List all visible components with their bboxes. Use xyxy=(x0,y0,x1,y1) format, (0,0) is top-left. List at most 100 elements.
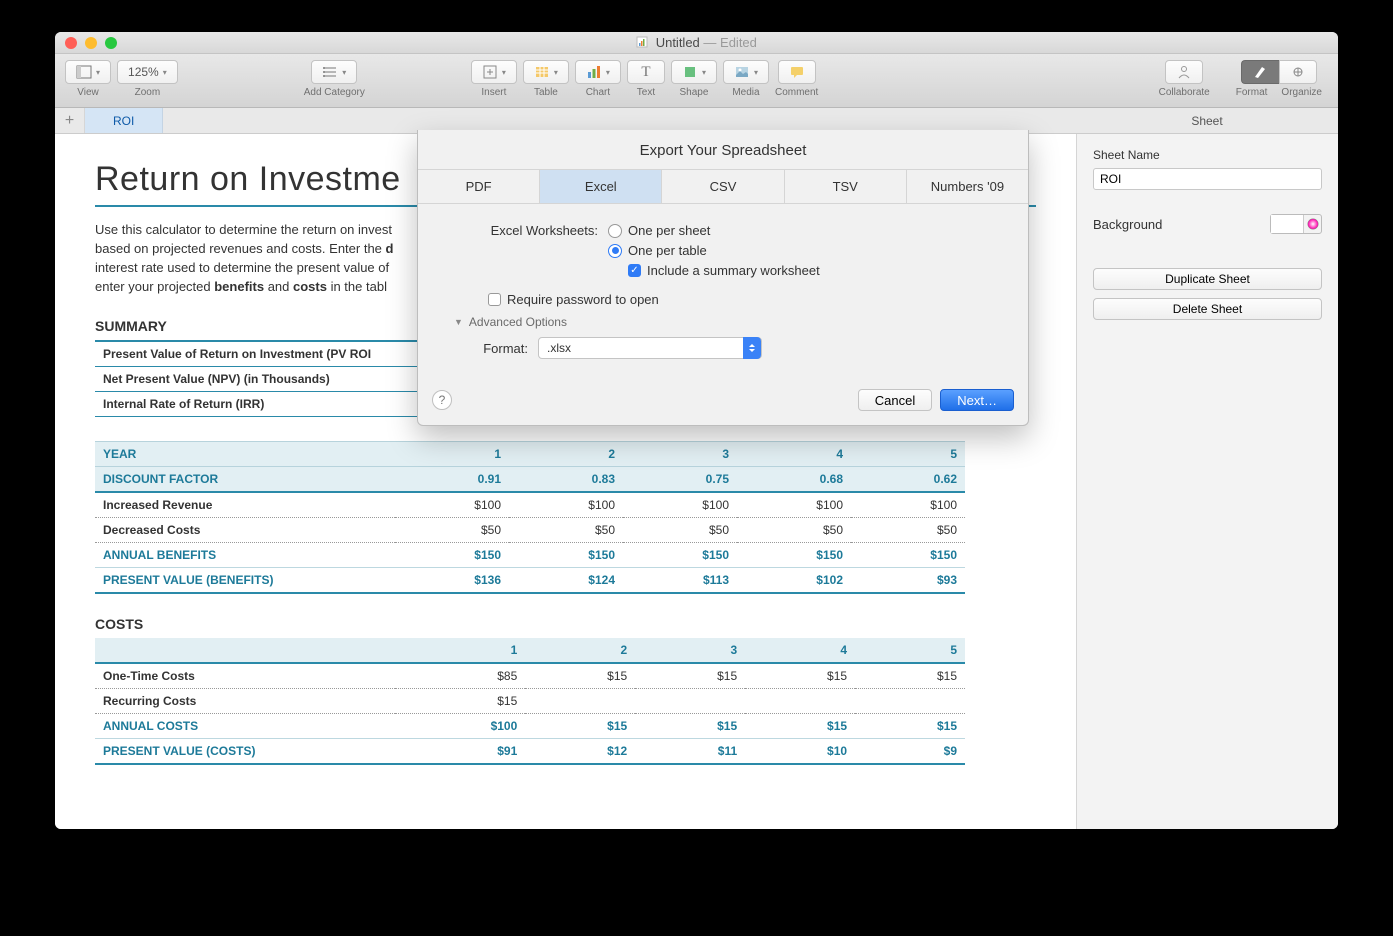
cell[interactable]: $100 xyxy=(395,714,525,739)
table-row[interactable]: ANNUAL COSTS$100$15$15$15$15 xyxy=(95,714,965,739)
format-button[interactable] xyxy=(1241,60,1279,84)
duplicate-sheet-button[interactable]: Duplicate Sheet xyxy=(1093,268,1322,290)
cell[interactable]: $100 xyxy=(509,492,623,518)
comment-button[interactable] xyxy=(778,60,816,84)
row-label: Recurring Costs xyxy=(95,689,395,714)
next-button[interactable]: Next… xyxy=(940,389,1014,411)
insert-button[interactable]: ▾ xyxy=(471,60,517,84)
cell[interactable]: $50 xyxy=(737,518,851,543)
table-row[interactable]: Decreased Costs$50$50$50$50$50 xyxy=(95,518,965,543)
table-row[interactable]: PRESENT VALUE (BENEFITS)$136$124$113$102… xyxy=(95,568,965,594)
cell[interactable]: $100 xyxy=(623,492,737,518)
dialog-title: Export Your Spreadsheet xyxy=(418,130,1028,169)
cell[interactable]: $50 xyxy=(623,518,737,543)
cell[interactable]: $124 xyxy=(509,568,623,594)
zoom-select[interactable]: 125%▾ xyxy=(117,60,178,84)
media-button[interactable]: ▾ xyxy=(723,60,769,84)
inspector-tab[interactable]: Sheet xyxy=(1076,108,1338,134)
cell[interactable]: $150 xyxy=(623,543,737,568)
cell[interactable]: $15 xyxy=(855,663,965,689)
cell[interactable]: $150 xyxy=(851,543,965,568)
organize-button[interactable] xyxy=(1279,60,1317,84)
minimize-window-button[interactable] xyxy=(85,37,97,49)
toolbar: ▾ View 125%▾ Zoom ▾ Add Category ▾ Inser… xyxy=(55,54,1338,108)
cell[interactable]: $50 xyxy=(395,518,509,543)
background-colorwell[interactable] xyxy=(1270,214,1322,234)
format-label: Format xyxy=(1236,87,1268,98)
table-button[interactable]: ▾ xyxy=(523,60,569,84)
tab-numbers09[interactable]: Numbers '09 xyxy=(907,170,1028,203)
table-row[interactable]: PRESENT VALUE (COSTS)$91$12$11$10$9 xyxy=(95,739,965,765)
benefits-table[interactable]: YEAR 12345 DISCOUNT FACTOR 0.910.830.750… xyxy=(95,441,965,594)
cell[interactable]: $15 xyxy=(395,689,525,714)
view-label: View xyxy=(77,87,99,98)
tab-pdf[interactable]: PDF xyxy=(418,170,540,203)
cell[interactable]: $50 xyxy=(851,518,965,543)
cell[interactable]: $15 xyxy=(525,714,635,739)
radio-one-per-table[interactable] xyxy=(608,244,622,258)
colorpicker-icon[interactable] xyxy=(1303,215,1321,233)
cell[interactable]: $15 xyxy=(745,714,855,739)
cell[interactable]: $11 xyxy=(635,739,745,765)
cell[interactable]: $12 xyxy=(525,739,635,765)
cell[interactable]: $102 xyxy=(737,568,851,594)
cell[interactable] xyxy=(525,689,635,714)
cell[interactable] xyxy=(855,689,965,714)
checkbox-summary[interactable]: ✓ xyxy=(628,264,641,277)
shape-button[interactable]: ▾ xyxy=(671,60,717,84)
sheet-tab-roi[interactable]: ROI xyxy=(85,108,163,133)
cell[interactable]: $15 xyxy=(635,663,745,689)
table-row[interactable]: Recurring Costs$15 xyxy=(95,689,965,714)
tab-tsv[interactable]: TSV xyxy=(785,170,907,203)
cancel-button[interactable]: Cancel xyxy=(858,389,932,411)
collaborate-button[interactable] xyxy=(1165,60,1203,84)
close-window-button[interactable] xyxy=(65,37,77,49)
cell[interactable]: $150 xyxy=(395,543,509,568)
zoom-window-button[interactable] xyxy=(105,37,117,49)
cell[interactable]: $15 xyxy=(745,663,855,689)
cell[interactable]: $85 xyxy=(395,663,525,689)
cell[interactable]: $10 xyxy=(745,739,855,765)
tab-excel[interactable]: Excel xyxy=(540,170,662,203)
cell[interactable]: $93 xyxy=(851,568,965,594)
cell[interactable]: $50 xyxy=(509,518,623,543)
delete-sheet-button[interactable]: Delete Sheet xyxy=(1093,298,1322,320)
table-row[interactable]: One-Time Costs$85$15$15$15$15 xyxy=(95,663,965,689)
table-row[interactable]: ANNUAL BENEFITS$150$150$150$150$150 xyxy=(95,543,965,568)
table-row[interactable]: Increased Revenue$100$100$100$100$100 xyxy=(95,492,965,518)
cell[interactable]: $91 xyxy=(395,739,525,765)
cell[interactable]: $100 xyxy=(395,492,509,518)
tab-csv[interactable]: CSV xyxy=(662,170,784,203)
cell[interactable]: $136 xyxy=(395,568,509,594)
checkbox-password[interactable] xyxy=(488,293,501,306)
cell[interactable]: $150 xyxy=(737,543,851,568)
checkbox-password-label: Require password to open xyxy=(507,292,659,307)
radio-one-per-sheet[interactable] xyxy=(608,224,622,238)
help-button[interactable]: ? xyxy=(432,390,452,410)
format-select[interactable]: .xlsx xyxy=(538,337,762,359)
cell[interactable]: $113 xyxy=(623,568,737,594)
chart-label: Chart xyxy=(586,87,610,98)
cell[interactable]: $9 xyxy=(855,739,965,765)
advanced-disclosure[interactable]: Advanced Options xyxy=(454,315,998,329)
cell[interactable]: $150 xyxy=(509,543,623,568)
cell[interactable]: $15 xyxy=(525,663,635,689)
cell[interactable] xyxy=(745,689,855,714)
text-button[interactable]: T xyxy=(627,60,665,84)
window-title: Untitled — Edited xyxy=(55,35,1338,50)
view-button[interactable]: ▾ xyxy=(65,60,111,84)
sheetname-input[interactable] xyxy=(1093,168,1322,190)
chart-button[interactable]: ▾ xyxy=(575,60,621,84)
costs-table[interactable]: 12345 One-Time Costs$85$15$15$15$15Recur… xyxy=(95,638,965,765)
cell[interactable]: $15 xyxy=(635,714,745,739)
traffic-lights xyxy=(55,37,117,49)
cell[interactable]: $100 xyxy=(737,492,851,518)
radio-one-per-table-label: One per table xyxy=(628,243,707,258)
checkbox-summary-label: Include a summary worksheet xyxy=(647,263,820,278)
add-sheet-button[interactable]: + xyxy=(55,108,85,133)
cell[interactable]: $100 xyxy=(851,492,965,518)
worksheets-label: Excel Worksheets: xyxy=(448,223,608,238)
cell[interactable]: $15 xyxy=(855,714,965,739)
add-category-button[interactable]: ▾ xyxy=(311,60,357,84)
cell[interactable] xyxy=(635,689,745,714)
